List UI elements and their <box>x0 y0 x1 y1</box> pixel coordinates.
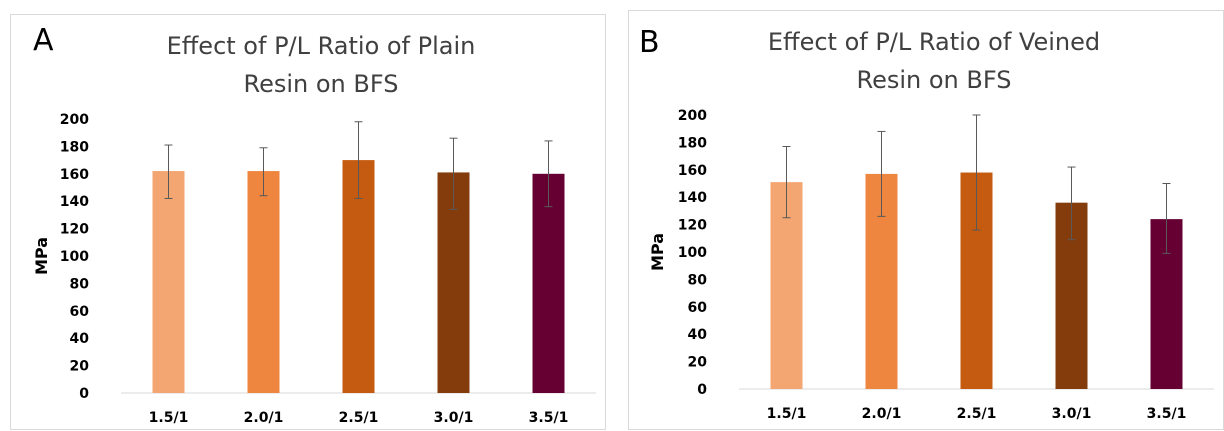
x-tick-label: 3.0/1 <box>1052 406 1092 422</box>
y-tick-label: 0 <box>697 382 707 398</box>
y-tick-label: 160 <box>678 163 707 179</box>
x-tick-label: 3.0/1 <box>434 410 474 426</box>
x-tick-label: 2.5/1 <box>957 406 997 422</box>
error-bar <box>782 146 791 219</box>
x-tick-label: 2.0/1 <box>862 406 902 422</box>
y-tick-label: 120 <box>60 222 89 238</box>
y-tick-label: 160 <box>60 167 89 183</box>
chart-title: Effect of P/L Ratio of Veined Resin on B… <box>729 23 1139 99</box>
x-tick-label: 2.5/1 <box>339 410 379 426</box>
error-bar <box>449 137 458 210</box>
error-bar <box>164 144 173 199</box>
x-tick-label: 1.5/1 <box>149 410 189 426</box>
x-tick-label: 3.5/1 <box>1147 406 1187 422</box>
panel-label: A <box>33 23 54 58</box>
y-tick-label: 140 <box>60 194 89 210</box>
chart-panel-b: B Effect of P/L Ratio of Veined Resin on… <box>628 10 1224 430</box>
y-tick-label: 0 <box>79 386 89 402</box>
chart-title-line-2: Resin on BFS <box>856 66 1012 94</box>
y-tick-label: 60 <box>688 300 708 316</box>
y-tick-label: 80 <box>70 276 90 292</box>
error-bar <box>877 130 886 217</box>
y-tick-label: 120 <box>678 218 707 234</box>
error-bar <box>354 121 363 199</box>
error-bar <box>1162 183 1171 254</box>
chart-title-line-2: Resin on BFS <box>243 70 399 98</box>
y-tick-label: 100 <box>678 245 707 261</box>
bar <box>247 171 280 393</box>
chart-title: Effect of P/L Ratio of Plain Resin on BF… <box>121 27 521 103</box>
y-tick-label: 140 <box>678 190 707 206</box>
error-bar <box>1067 166 1076 241</box>
bar-chart-a: 0 20 40 60 80 100 120 140 160 180 200 MPa 1.5/1 2.0/1… <box>32 112 596 426</box>
y-axis-title: MPa <box>32 237 51 275</box>
x-tick-label: 1.5/1 <box>767 406 807 422</box>
bar-chart-b: 0 20 40 60 80 100 120 140 160 180 200 MPa 1.5/1 2.0/1… <box>648 108 1214 422</box>
y-tick-label: 200 <box>60 112 89 128</box>
chart-title-line-1: Effect of P/L Ratio of Plain <box>166 32 476 60</box>
y-tick-label: 180 <box>60 139 89 155</box>
y-tick-label: 200 <box>678 108 707 124</box>
y-tick-label: 40 <box>688 327 708 343</box>
y-tick-label: 60 <box>70 304 90 320</box>
error-bar <box>544 140 553 208</box>
y-tick-label: 40 <box>70 331 90 347</box>
y-tick-label: 100 <box>60 249 89 265</box>
bar <box>532 173 565 393</box>
x-tick-label: 2.0/1 <box>244 410 284 426</box>
x-tick-label: 3.5/1 <box>529 410 569 426</box>
y-axis-title: MPa <box>648 233 667 271</box>
chart-title-line-1: Effect of P/L Ratio of Veined <box>767 28 1101 56</box>
error-bar <box>259 147 268 197</box>
error-bar <box>972 114 981 231</box>
bar <box>152 171 185 393</box>
y-tick-label: 20 <box>70 359 90 375</box>
y-tick-label: 180 <box>678 135 707 151</box>
chart-panel-a: A Effect of P/L Ratio of Plain Resin on … <box>10 14 606 430</box>
panel-label: B <box>639 25 660 60</box>
y-tick-label: 20 <box>688 355 708 371</box>
y-tick-label: 80 <box>688 272 708 288</box>
